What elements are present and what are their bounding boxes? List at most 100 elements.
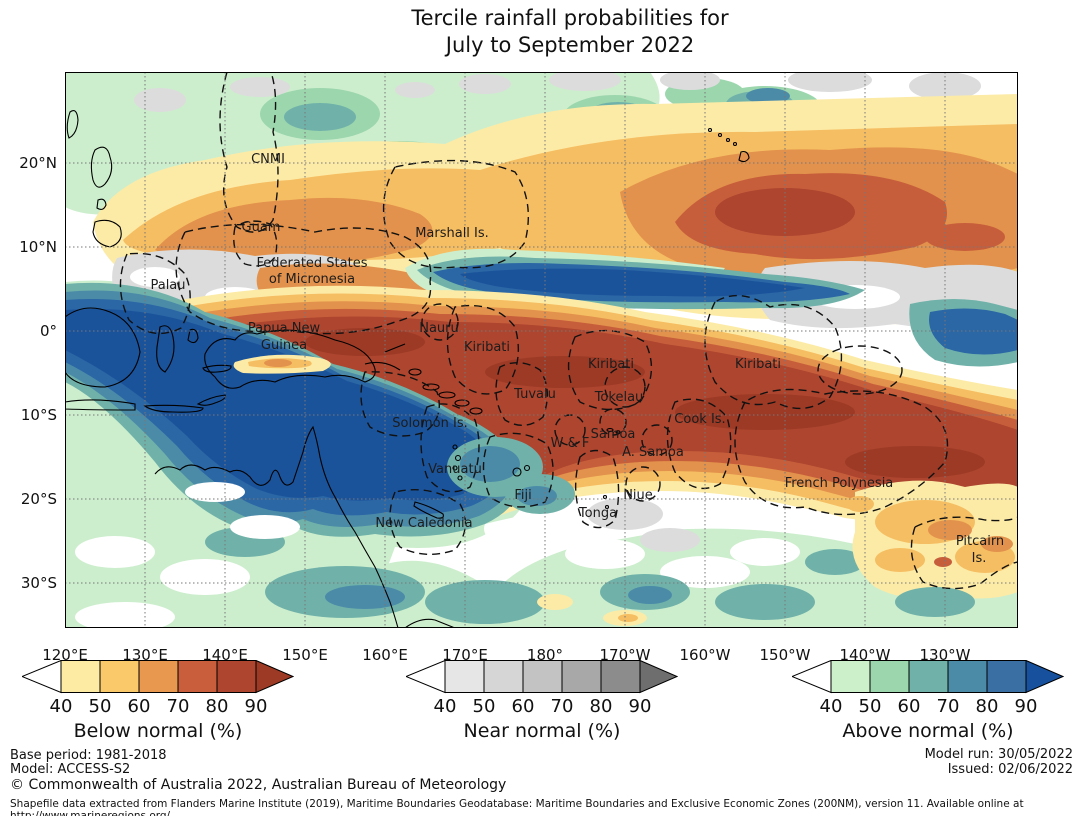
lat-tick-10n: 10°N [19,238,57,256]
legend-tick: 60 [127,696,151,717]
legend-cell [830,660,871,693]
legend-cell [522,660,563,693]
legend-cell [483,660,524,693]
legend-cell [444,660,485,693]
lon-tick-150w: 150°W [759,646,811,664]
legend-tick: 80 [589,696,613,717]
legend-right-arrow [255,659,295,694]
legend-tick: 70 [550,696,574,717]
base-period-text: Base period: 1981-2018 [10,748,167,763]
map-label-pitcairn-line2: Is. [972,551,987,566]
legend-ticks: 40 50 60 70 80 90 [22,696,294,718]
map-label-png-line2: Guinea [261,338,307,353]
figure-title-line1: Tercile rainfall probabilities for [411,6,729,30]
map-label-tokelau: Tokelau [594,390,644,405]
map-label-palau: Palau [150,278,185,293]
map-label-fsm-line1: Federated States [257,256,368,271]
map-label-cook: Cook Is. [674,412,725,427]
legend-near-normal: 40 50 60 70 80 90 Near normal (%) [404,659,679,746]
lat-tick-0: 0° [39,322,57,340]
lon-tick-140w: 140°W [839,646,891,664]
graticule [65,72,1018,628]
legend-tick: 60 [897,696,921,717]
lon-tick-140e: 140°E [202,646,248,664]
lon-tick-150e: 150°E [282,646,328,664]
map-label-french-polynesia: French Polynesia [785,476,894,491]
map-label-kiribati-central: Kiribati [588,357,634,372]
map-label-pitcairn-line1: Pitcairn [956,534,1004,549]
lon-tick-130w: 130°W [919,646,971,664]
map-label-fsm-line2: of Micronesia [269,272,355,287]
legend-cell [99,660,140,693]
copyright-text: © Commonwealth of Australia 2022, Austra… [10,777,507,793]
lon-tick-170w: 170°W [599,646,651,664]
legend-tick: 80 [205,696,229,717]
legend-tick: 90 [628,696,652,717]
map-label-png-line1: Papua New [248,321,321,336]
legend-above-normal: 40 50 60 70 80 90 Above normal (%) [790,659,1065,746]
lon-tick-130e: 130°E [122,646,168,664]
legend-ticks: 40 50 60 70 80 90 [406,696,678,718]
legend-cell [869,660,910,693]
lat-tick-30s: 30°S [20,574,57,592]
legend-cell [947,660,988,693]
legend-tick: 50 [472,696,496,717]
legend-tick: 70 [166,696,190,717]
legend-above-colorbar [790,659,1065,694]
legend-tick: 40 [433,696,457,717]
map-label-american-samoa: A. Samoa [622,445,684,460]
map-label-guam: Guam [242,220,281,235]
map-label-tonga: Tonga [578,506,617,521]
legend-near-colorbar [404,659,679,694]
coastlines [65,110,750,628]
eez-boundaries [119,72,1018,590]
map-label-kiribati-west: Kiribati [464,340,510,355]
legend-title-above-normal: Above normal (%) [842,720,1014,742]
legend-tick: 40 [49,696,73,717]
legend-right-arrow [1025,659,1065,694]
probability-field [65,72,1018,628]
legend-tick: 80 [975,696,999,717]
legend-title-below-normal: Below normal (%) [73,720,243,742]
map-label-niue: Niue [623,488,653,503]
legend-title-near-normal: Near normal (%) [463,720,621,742]
legend-cell [60,660,101,693]
map-label-new-caledonia: New Caledonia [375,516,472,531]
map-label-nauru: Nauru [419,321,459,336]
map-label-tuvalu: Tuvalu [513,387,556,402]
legend-cell [908,660,949,693]
map-label-solomon: Solomon Is. [392,416,468,431]
legend-tick: 90 [244,696,268,717]
legend-below-normal: 40 50 60 70 80 90 Below normal (%) [20,659,295,746]
map-label-kiribati-east: Kiribati [735,357,781,372]
legend-tick: 40 [819,696,843,717]
map-label-fiji: Fiji [514,488,531,503]
legend-cell [600,660,641,693]
legend-ticks: 40 50 60 70 80 90 [792,696,1064,718]
legend-tick: 70 [936,696,960,717]
place-labels: CNMI Guam Marshall Is. Palau Federated S… [150,152,1004,566]
map-svg: CNMI Guam Marshall Is. Palau Federated S… [65,72,1018,628]
map-label-vanuatu: Vanuatu [428,462,482,477]
legend-tick: 60 [511,696,535,717]
lon-tick-160e: 160°E [362,646,408,664]
legend-cell [138,660,179,693]
lon-tick-160w: 160°W [679,646,731,664]
model-run-text: Model run: 30/05/2022 [924,747,1073,762]
model-text: Model: ACCESS-S2 [10,762,131,777]
legend-left-arrow [404,659,446,694]
lon-tick-120e: 120°E [42,646,88,664]
lon-tick-170e: 170°E [442,646,488,664]
figure-title-line2: July to September 2022 [445,33,695,57]
lon-tick-180: 180° [526,646,564,664]
map-label-wallis-futuna: W & F [551,436,590,451]
legend-right-arrow [639,659,679,694]
legend-left-arrow [20,659,62,694]
issued-text: Issued: 02/06/2022 [947,762,1073,777]
figure-title: Tercile rainfall probabilities for July … [330,5,810,59]
legend-cell [216,660,257,693]
legend-cell [177,660,218,693]
shapefile-attribution-text: Shapefile data extracted from Flanders M… [10,798,1024,816]
legend-tick: 50 [88,696,112,717]
legend-tick: 90 [1014,696,1038,717]
